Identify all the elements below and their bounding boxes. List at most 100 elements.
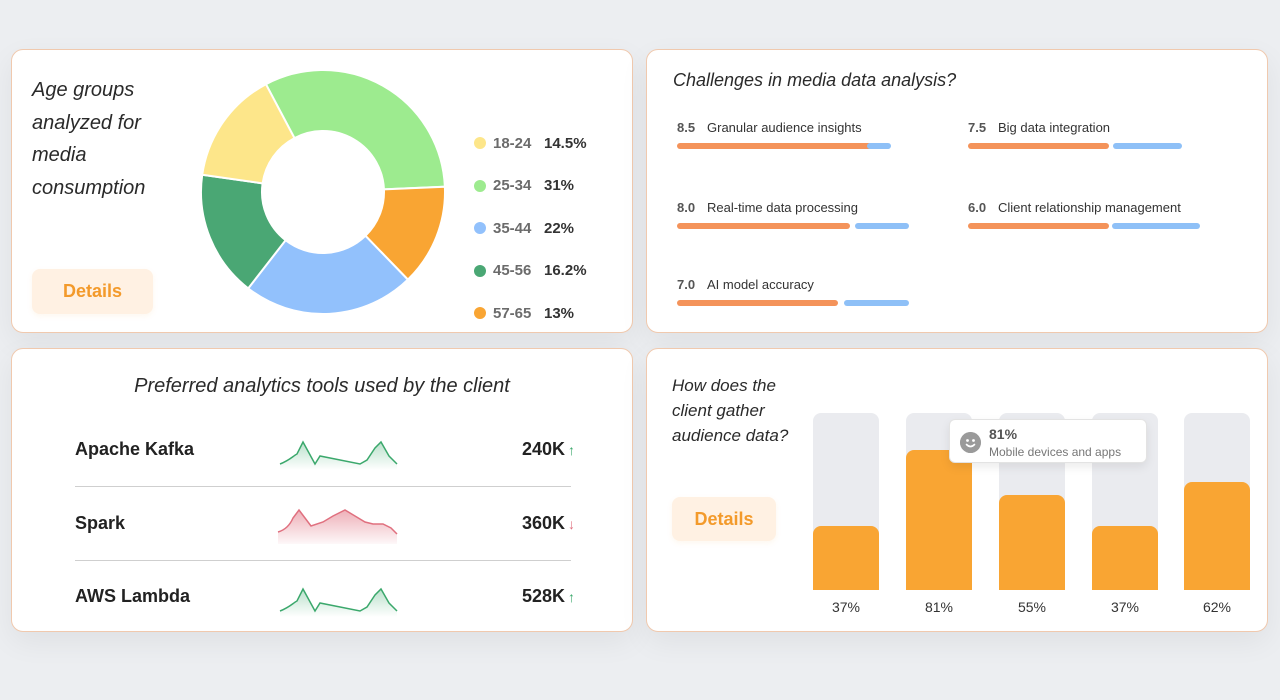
- challenge-item: 8.5 Granular audience insights: [677, 120, 917, 149]
- gather-title: How does the client gather audience data…: [672, 376, 789, 445]
- tool-name: Spark: [75, 512, 126, 533]
- legend-range: 45-56: [493, 262, 532, 280]
- age-details-button[interactable]: Details: [32, 269, 153, 314]
- tool-row: Apache Kafka 240K ↑: [75, 414, 575, 484]
- challenge-bar-orange: [677, 223, 850, 229]
- tool-divider: [75, 486, 571, 487]
- column-bar-fill: [1092, 525, 1158, 590]
- challenge-label: Big data integration: [998, 120, 1111, 135]
- challenge-score: 7.0: [677, 277, 696, 292]
- bar-tooltip: 81% Mobile devices and apps: [949, 419, 1147, 463]
- legend-pct: 31%: [544, 177, 575, 195]
- challenge-score: 8.5: [677, 120, 696, 135]
- legend-pct: 14.5%: [544, 134, 587, 152]
- smile-icon: [960, 432, 981, 453]
- legend-dot-18-24: [474, 137, 486, 150]
- column-bar: [813, 413, 879, 590]
- analytics-tools-card: Preferred analytics tools used by the cl…: [11, 348, 633, 632]
- tool-divider: [75, 560, 571, 561]
- legend-dot-25-34: [474, 179, 486, 192]
- tool-value: 240K ↑: [522, 439, 575, 460]
- legend-item: 35-44 22%: [474, 207, 587, 250]
- column-bar-fill: [1184, 482, 1250, 590]
- legend-pct: 22%: [544, 219, 575, 237]
- tools-title: Preferred analytics tools used by the cl…: [134, 375, 510, 397]
- legend-item: 45-56 16.2%: [474, 250, 587, 293]
- column-bar-fill: [906, 449, 972, 590]
- legend-dot-57-65: [474, 307, 486, 320]
- challenge-bar-orange: [968, 223, 1109, 229]
- tool-value-text: 528K: [521, 585, 565, 606]
- column-bar: [906, 413, 972, 590]
- legend-pct: 13%: [544, 304, 575, 322]
- tool-value: 360K ↓: [522, 513, 575, 534]
- age-groups-card: Age groups analyzed for media consumptio…: [11, 49, 633, 333]
- trend-up-icon: ↑: [568, 441, 575, 458]
- challenge-bars: [677, 223, 917, 229]
- challenge-label: Granular audience insights: [707, 120, 862, 135]
- challenge-item: 8.0 Real-time data processing: [677, 200, 917, 229]
- challenge-score: 7.5: [968, 120, 987, 135]
- challenge-bar-blue: [1112, 223, 1200, 229]
- legend-item: 57-65 13%: [474, 292, 587, 335]
- challenge-bar-orange: [677, 143, 872, 149]
- challenge-label: Real-time data processing: [707, 200, 859, 215]
- challenge-item: 7.0 AI model accuracy: [677, 277, 917, 306]
- gather-details-button[interactable]: Details: [672, 497, 776, 541]
- challenge-label: Client relationship management: [998, 200, 1181, 215]
- tool-value: 528K ↑: [522, 586, 575, 607]
- column-bar-fill: [999, 494, 1065, 590]
- legend-dot-35-44: [474, 222, 486, 235]
- tool-row: Spark 360K ↓: [75, 488, 575, 558]
- legend-range: 35-44: [493, 219, 532, 237]
- column-label: 37%: [1110, 599, 1140, 615]
- challenge-bar-blue: [867, 143, 891, 149]
- column-label: 55%: [1017, 599, 1047, 615]
- tool-value-text: 360K: [521, 512, 565, 533]
- challenge-bars: [968, 223, 1208, 229]
- challenge-bar-blue: [844, 300, 909, 306]
- sparkline-up: [279, 440, 398, 470]
- legend-item: 25-34 31%: [474, 165, 587, 208]
- challenge-bars: [677, 143, 917, 149]
- legend-pct: 16.2%: [544, 262, 587, 280]
- challenge-bars: [968, 143, 1208, 149]
- challenge-bar-orange: [677, 300, 838, 306]
- donut-slice-18-24: [201, 82, 296, 185]
- challenge-item: 7.5 Big data integration: [968, 120, 1208, 149]
- legend-range: 57-65: [493, 304, 532, 322]
- challenge-bars: [677, 300, 917, 306]
- column-bar: [1184, 413, 1250, 590]
- challenge-bar-blue: [855, 223, 909, 229]
- legend-item: 18-24 14.5%: [474, 122, 587, 165]
- age-donut-chart: [200, 69, 446, 315]
- trend-down-icon: ↓: [568, 515, 575, 532]
- age-legend: 18-24 14.5% 25-34 31% 35-44 22% 45-56 16…: [474, 122, 587, 335]
- challenge-label: AI model accuracy: [707, 277, 814, 292]
- donut-slice-35-44: [246, 234, 410, 315]
- audience-gather-card: How does the client gather audience data…: [646, 348, 1268, 632]
- challenge-item: 6.0 Client relationship management: [968, 200, 1208, 229]
- column-label: 81%: [924, 599, 954, 615]
- legend-dot-45-56: [474, 264, 486, 277]
- sparkline-down: [277, 508, 398, 544]
- challenges-title: Challenges in media data analysis?: [673, 70, 957, 90]
- age-groups-title: Age groups analyzed for media consumptio…: [32, 79, 146, 199]
- challenge-score: 6.0: [968, 200, 987, 215]
- trend-up-icon: ↑: [568, 588, 575, 605]
- column-bar-fill: [813, 525, 879, 590]
- tool-value-text: 240K: [521, 438, 565, 459]
- tooltip-label: Mobile devices and apps: [989, 445, 1122, 459]
- tooltip-value: 81%: [989, 426, 1018, 442]
- tool-row: AWS Lambda 528K ↑: [75, 561, 575, 631]
- donut-slice-25-34: [264, 69, 446, 191]
- legend-range: 18-24: [493, 134, 532, 152]
- sparkline-up: [279, 587, 398, 617]
- tool-name: Apache Kafka: [75, 438, 195, 459]
- challenge-bar-orange: [968, 143, 1109, 149]
- challenge-score: 8.0: [677, 200, 696, 215]
- column-label: 37%: [831, 599, 861, 615]
- challenge-bar-blue: [1113, 143, 1182, 149]
- legend-range: 25-34: [493, 177, 532, 195]
- tool-name: AWS Lambda: [75, 585, 191, 606]
